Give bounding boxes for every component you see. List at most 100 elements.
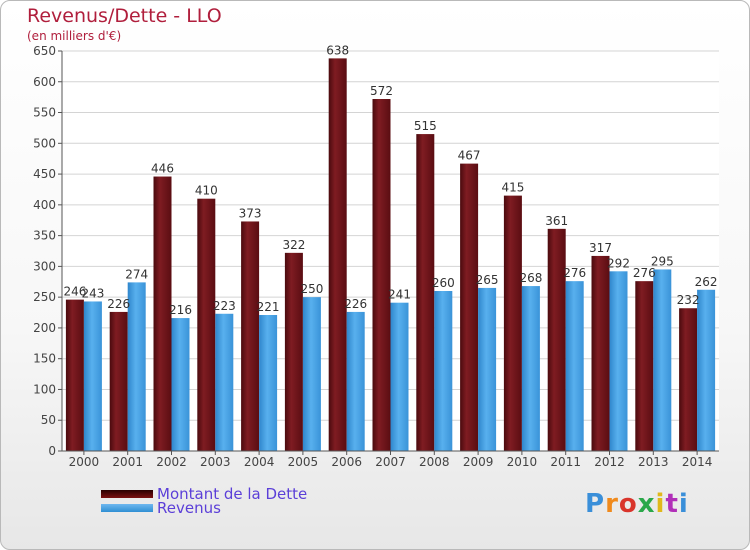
x-tick-label: 2012 [594, 455, 625, 469]
x-tick-label: 2011 [550, 455, 581, 469]
data-label-revenus: 292 [607, 256, 630, 270]
bar-revenus [171, 318, 190, 451]
y-tick-label: 350 [33, 229, 56, 243]
bar-revenus [390, 302, 409, 451]
bar-dette [109, 311, 128, 451]
data-label-dette: 515 [414, 119, 437, 133]
bar-revenus [565, 281, 584, 451]
bar-dette [65, 299, 84, 451]
data-label-dette: 226 [107, 297, 130, 311]
bar-dette [503, 195, 522, 451]
bar-dette [416, 134, 435, 452]
data-label-dette: 361 [545, 214, 568, 228]
y-tick-label: 250 [33, 290, 56, 304]
bar-revenus [521, 286, 540, 451]
logo-letter: P [585, 489, 606, 519]
data-label-revenus: 265 [476, 273, 499, 287]
data-label-revenus: 268 [519, 271, 542, 285]
data-label-dette: 373 [239, 206, 262, 220]
bar-dette [547, 228, 566, 451]
bar-dette [460, 163, 479, 451]
y-tick-label: 600 [33, 75, 56, 89]
x-tick-label: 2006 [331, 455, 362, 469]
legend-label-dette: Montant de la Dette [157, 485, 308, 503]
x-tick-label: 2001 [112, 455, 143, 469]
y-tick-label: 500 [33, 136, 56, 150]
data-label-revenus: 216 [169, 303, 192, 317]
data-label-dette: 317 [589, 241, 612, 255]
x-tick-label: 2013 [638, 455, 669, 469]
bar-dette [197, 198, 216, 451]
y-tick-label: 450 [33, 167, 56, 181]
legend-swatch-dette [101, 490, 153, 498]
logo-letter: x [637, 489, 656, 519]
data-label-revenus: 223 [213, 299, 236, 313]
bar-revenus [215, 313, 234, 451]
bar-revenus [302, 297, 321, 451]
bar-dette [241, 221, 260, 451]
data-label-revenus: 276 [563, 266, 586, 280]
data-label-revenus: 250 [300, 282, 323, 296]
data-label-revenus: 260 [432, 276, 455, 290]
legend-swatch-revenus [101, 504, 153, 512]
y-tick-label: 300 [33, 259, 56, 273]
data-label-dette: 446 [151, 162, 174, 176]
data-label-dette: 572 [370, 84, 393, 98]
legend-item-revenus: Revenus [101, 499, 307, 517]
x-tick-label: 2004 [244, 455, 275, 469]
bar-revenus [259, 315, 278, 451]
x-tick-label: 2010 [507, 455, 538, 469]
data-label-revenus: 274 [125, 267, 148, 281]
bar-dette [153, 176, 172, 452]
bar-revenus [478, 287, 497, 451]
bar-revenus [653, 269, 672, 451]
bar-revenus [434, 291, 453, 451]
data-label-revenus: 241 [388, 288, 411, 302]
y-tick-label: 100 [33, 382, 56, 396]
y-tick-label: 200 [33, 321, 56, 335]
bar-revenus [127, 282, 146, 451]
y-tick-label: 650 [33, 44, 56, 58]
bar-dette [635, 281, 654, 451]
bar-revenus [697, 289, 716, 451]
x-tick-label: 2009 [463, 455, 494, 469]
data-label-revenus: 262 [695, 275, 718, 289]
bar-revenus [609, 271, 628, 451]
logo-letter: t [665, 489, 679, 519]
data-label-dette: 410 [195, 184, 218, 198]
data-label-dette: 246 [63, 285, 86, 299]
chart-subtitle: (en milliers d'€) [27, 29, 122, 43]
data-label-dette: 322 [282, 238, 305, 252]
data-label-revenus: 226 [344, 297, 367, 311]
x-tick-label: 2007 [375, 455, 406, 469]
data-label-revenus: 243 [81, 286, 104, 300]
x-tick-label: 2003 [200, 455, 231, 469]
bar-dette [328, 58, 347, 452]
x-tick-label: 2002 [156, 455, 187, 469]
chart-title: Revenus/Dette - LLO [27, 5, 222, 27]
y-tick-label: 0 [48, 444, 56, 458]
legend-item-dette: Montant de la Dette [101, 485, 308, 503]
bar-revenus [346, 311, 365, 451]
logo-letter: i [678, 489, 689, 519]
y-tick-label: 50 [41, 413, 56, 427]
y-tick-label: 400 [33, 198, 56, 212]
y-tick-label: 550 [33, 106, 56, 120]
proxiti-logo: Proxiti [585, 489, 689, 519]
x-tick-label: 2005 [288, 455, 319, 469]
data-label-dette: 415 [501, 181, 524, 195]
logo-letter: i [655, 489, 666, 519]
data-label-revenus: 221 [257, 300, 280, 314]
logo-letter: r [605, 489, 619, 519]
data-label-dette: 467 [458, 149, 481, 163]
data-label-revenus: 295 [651, 254, 674, 268]
chart-legend: Montant de la Dette Revenus [101, 485, 308, 517]
data-label-dette: 232 [677, 293, 700, 307]
bar-dette [284, 252, 303, 451]
x-tick-label: 2008 [419, 455, 450, 469]
data-label-dette: 638 [326, 43, 349, 57]
logo-letter: o [618, 489, 638, 519]
x-tick-label: 2000 [69, 455, 100, 469]
